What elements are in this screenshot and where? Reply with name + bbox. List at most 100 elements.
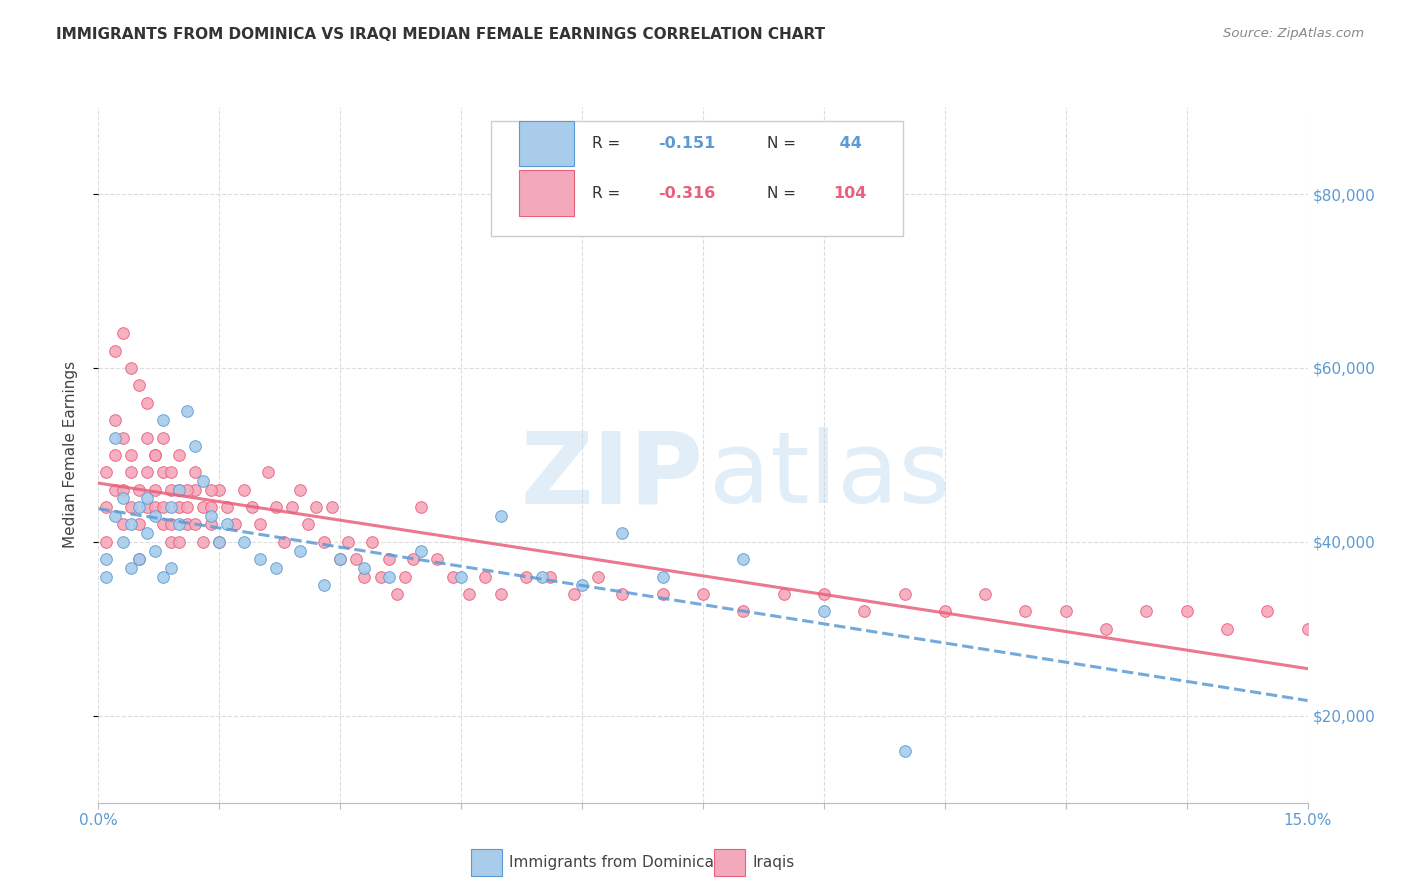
Point	[314, 534, 336, 549]
Point	[402, 552, 425, 566]
Point	[143, 543, 166, 558]
Point	[450, 570, 472, 584]
Point	[152, 517, 174, 532]
Point	[651, 587, 673, 601]
Point	[120, 466, 142, 480]
Bar	[714, 849, 745, 876]
Text: R =: R =	[592, 186, 624, 201]
Point	[128, 378, 150, 392]
Point	[184, 483, 207, 497]
Point	[193, 500, 215, 514]
Point	[217, 500, 239, 514]
Point	[297, 517, 319, 532]
Point	[1175, 605, 1198, 619]
Point	[152, 570, 174, 584]
Text: R =: R =	[592, 136, 624, 151]
Point	[733, 552, 755, 566]
Point	[853, 605, 876, 619]
Point	[893, 587, 915, 601]
Point	[491, 508, 513, 523]
Point	[232, 534, 254, 549]
Point	[176, 483, 198, 497]
Text: N =: N =	[768, 186, 801, 201]
Point	[111, 431, 134, 445]
Point	[337, 534, 360, 549]
Point	[135, 491, 157, 506]
Point	[167, 534, 190, 549]
Point	[256, 466, 278, 480]
Point	[103, 431, 125, 445]
Point	[515, 570, 537, 584]
Point	[441, 570, 464, 584]
Point	[321, 500, 343, 514]
Point	[224, 517, 246, 532]
Point	[329, 552, 352, 566]
Text: 104: 104	[834, 186, 868, 201]
Point	[586, 570, 609, 584]
Point	[176, 404, 198, 418]
Point	[152, 500, 174, 514]
Text: IMMIGRANTS FROM DOMINICA VS IRAQI MEDIAN FEMALE EARNINGS CORRELATION CHART: IMMIGRANTS FROM DOMINICA VS IRAQI MEDIAN…	[56, 27, 825, 42]
Point	[152, 431, 174, 445]
Point	[167, 517, 190, 532]
Point	[135, 500, 157, 514]
Point	[409, 543, 432, 558]
Point	[208, 483, 231, 497]
Point	[1014, 605, 1036, 619]
Point	[111, 491, 134, 506]
Point	[264, 561, 287, 575]
Point	[160, 561, 183, 575]
Point	[305, 500, 328, 514]
Point	[193, 474, 215, 488]
Point	[128, 517, 150, 532]
Bar	[519, 120, 574, 166]
Point	[184, 439, 207, 453]
Point	[120, 500, 142, 514]
Point	[167, 483, 190, 497]
Point	[288, 543, 311, 558]
Point	[1296, 622, 1319, 636]
Point	[426, 552, 449, 566]
Point	[103, 448, 125, 462]
Point	[167, 483, 190, 497]
Point	[128, 500, 150, 514]
Point	[103, 413, 125, 427]
Point	[314, 578, 336, 592]
Point	[135, 431, 157, 445]
Point	[1135, 605, 1157, 619]
Point	[103, 508, 125, 523]
Point	[135, 396, 157, 410]
Point	[772, 587, 794, 601]
Point	[249, 517, 271, 532]
Point	[200, 500, 222, 514]
Text: 44: 44	[834, 136, 862, 151]
Text: atlas: atlas	[709, 427, 950, 524]
Point	[813, 587, 835, 601]
Point	[344, 552, 367, 566]
Point	[128, 483, 150, 497]
Y-axis label: Median Female Earnings: Median Female Earnings	[63, 361, 77, 549]
Point	[934, 605, 956, 619]
Point	[562, 587, 585, 601]
Point	[385, 587, 408, 601]
Point	[96, 500, 118, 514]
Point	[200, 508, 222, 523]
Point	[370, 570, 392, 584]
Point	[96, 466, 118, 480]
Point	[96, 570, 118, 584]
Point	[612, 587, 634, 601]
Bar	[519, 170, 574, 216]
Point	[160, 517, 183, 532]
Text: Iraqis: Iraqis	[752, 855, 794, 870]
Point	[167, 448, 190, 462]
Point	[377, 552, 399, 566]
Point	[264, 500, 287, 514]
Point	[409, 500, 432, 514]
Point	[1095, 622, 1118, 636]
Point	[128, 552, 150, 566]
Point	[232, 483, 254, 497]
Point	[893, 744, 915, 758]
Point	[167, 500, 190, 514]
Text: Immigrants from Dominica: Immigrants from Dominica	[509, 855, 714, 870]
Point	[249, 552, 271, 566]
